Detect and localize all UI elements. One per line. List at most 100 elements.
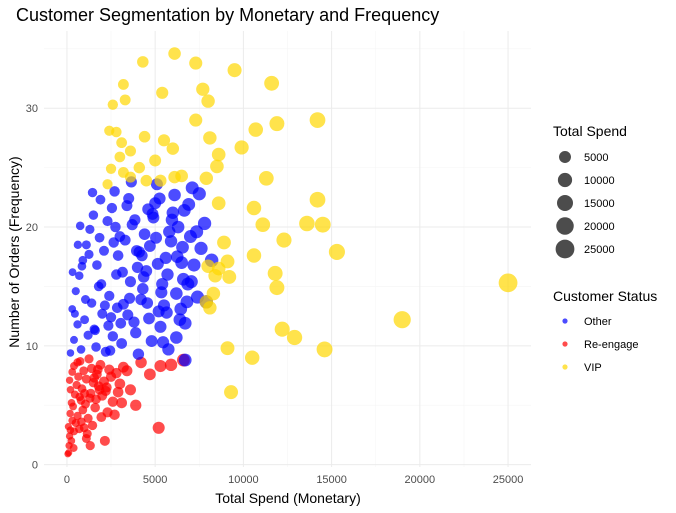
data-point: [95, 194, 106, 205]
data-point: [146, 208, 159, 220]
data-point: [203, 131, 217, 145]
y-tick-label: 20: [26, 222, 38, 234]
size-legend-key: [559, 151, 571, 163]
color-legend-key: [562, 318, 568, 324]
data-point: [189, 56, 203, 70]
y-tick-label: 10: [26, 341, 38, 353]
data-point: [316, 341, 333, 358]
data-point: [92, 260, 102, 270]
data-point: [211, 196, 226, 211]
color-legend: Customer Status Other Re-engage VIP: [553, 288, 657, 374]
data-point: [203, 301, 217, 315]
x-tick-label: 10000: [228, 474, 259, 486]
data-point: [164, 235, 178, 248]
data-point: [116, 338, 128, 349]
data-point: [224, 385, 239, 400]
data-point: [81, 295, 90, 304]
data-point: [220, 341, 235, 356]
data-point: [197, 216, 212, 231]
data-point: [109, 409, 120, 420]
data-point: [156, 86, 169, 99]
data-point: [66, 386, 75, 394]
data-point: [168, 188, 181, 202]
data-point: [84, 249, 94, 259]
data-point: [89, 373, 100, 383]
data-point: [75, 271, 84, 280]
data-point: [258, 170, 274, 186]
data-point: [97, 308, 108, 319]
data-point: [117, 79, 129, 90]
data-point: [87, 187, 98, 198]
data-point: [89, 324, 100, 334]
data-point: [274, 321, 290, 337]
x-tick-label: 15000: [316, 474, 347, 486]
data-point: [105, 312, 117, 323]
data-point: [81, 374, 91, 384]
data-point: [114, 378, 126, 390]
x-tick-label: 20000: [405, 474, 436, 486]
data-point: [112, 386, 124, 398]
data-point: [189, 113, 203, 127]
data-point: [314, 216, 331, 233]
data-point: [108, 237, 119, 248]
data-point: [124, 276, 137, 288]
data-point: [122, 309, 134, 321]
data-point: [92, 364, 103, 375]
data-point: [103, 320, 114, 331]
series-vip: [102, 47, 518, 400]
color-legend-key: [562, 364, 568, 370]
data-point: [170, 287, 183, 300]
data-point: [227, 63, 242, 78]
data-point: [105, 345, 116, 356]
data-point: [131, 261, 144, 274]
size-legend-key: [557, 172, 573, 188]
data-point: [76, 345, 86, 354]
data-point: [264, 75, 280, 91]
data-point: [88, 210, 99, 220]
data-point: [211, 147, 226, 162]
data-point: [68, 368, 77, 376]
data-point: [175, 169, 188, 183]
data-point: [210, 159, 224, 174]
y-axis-title: Number of Orders (Frequency): [6, 156, 22, 347]
data-points: [64, 47, 518, 458]
size-legend-label: 15000: [584, 198, 615, 210]
data-point: [91, 394, 101, 405]
data-point: [194, 241, 208, 256]
data-point: [393, 311, 411, 329]
data-point: [286, 329, 303, 346]
data-point: [269, 280, 285, 296]
data-point: [178, 353, 192, 367]
data-point: [84, 354, 94, 364]
data-point: [67, 437, 76, 445]
data-point: [143, 240, 156, 252]
data-point: [161, 268, 174, 281]
data-point: [138, 228, 151, 240]
y-tick-label: 30: [26, 103, 38, 115]
data-point: [143, 312, 155, 325]
data-point: [176, 240, 189, 254]
size-legend-label: 10000: [584, 175, 615, 187]
x-tick-label: 0: [64, 474, 70, 486]
data-point: [137, 283, 149, 295]
data-point: [124, 292, 136, 304]
size-legend: Total Spend 5000 10000 15000 20000 25000: [553, 123, 627, 259]
data-point: [81, 399, 90, 409]
data-point: [70, 335, 78, 344]
data-point: [81, 433, 91, 443]
data-point: [138, 130, 151, 143]
data-point: [79, 366, 89, 376]
data-point: [157, 336, 170, 349]
size-legend-label: 5000: [584, 152, 608, 164]
data-point: [66, 349, 75, 357]
data-point: [99, 435, 110, 446]
data-point: [65, 376, 74, 384]
data-point: [143, 368, 156, 381]
data-point: [208, 268, 222, 283]
data-point: [79, 423, 89, 433]
data-point: [276, 232, 292, 248]
data-point: [77, 261, 87, 271]
data-point: [96, 412, 107, 423]
data-point: [96, 279, 107, 289]
data-point: [70, 309, 79, 318]
